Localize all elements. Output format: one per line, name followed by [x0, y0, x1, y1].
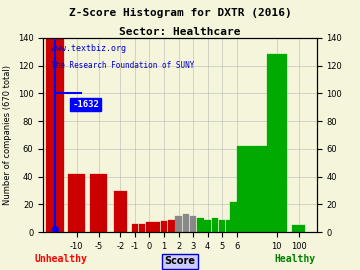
- Bar: [139, 224, 145, 232]
- Bar: [132, 224, 138, 232]
- Bar: [237, 146, 273, 232]
- Bar: [267, 55, 287, 232]
- Bar: [146, 222, 153, 232]
- Bar: [175, 215, 182, 232]
- Bar: [230, 202, 243, 232]
- Text: -1632: -1632: [72, 100, 99, 109]
- Bar: [161, 221, 167, 232]
- Bar: [212, 218, 218, 232]
- Bar: [168, 220, 175, 232]
- Bar: [219, 220, 225, 232]
- Bar: [114, 191, 127, 232]
- Bar: [68, 174, 85, 232]
- Bar: [197, 218, 204, 232]
- Bar: [183, 214, 189, 232]
- Bar: [292, 225, 305, 232]
- Bar: [46, 38, 64, 232]
- Bar: [226, 220, 233, 232]
- Text: Sector: Healthcare: Sector: Healthcare: [119, 27, 241, 37]
- Text: The Research Foundation of SUNY: The Research Foundation of SUNY: [51, 61, 195, 70]
- Bar: [90, 174, 107, 232]
- Text: Healthy: Healthy: [275, 254, 316, 264]
- Bar: [190, 215, 196, 232]
- Text: Z-Score Histogram for DXTR (2016): Z-Score Histogram for DXTR (2016): [69, 8, 291, 18]
- Y-axis label: Number of companies (670 total): Number of companies (670 total): [3, 65, 12, 205]
- X-axis label: Score: Score: [165, 256, 195, 266]
- Bar: [153, 222, 160, 232]
- Text: Unhealthy: Unhealthy: [35, 254, 87, 264]
- Text: www.textbiz.org: www.textbiz.org: [51, 44, 126, 53]
- Bar: [204, 220, 211, 232]
